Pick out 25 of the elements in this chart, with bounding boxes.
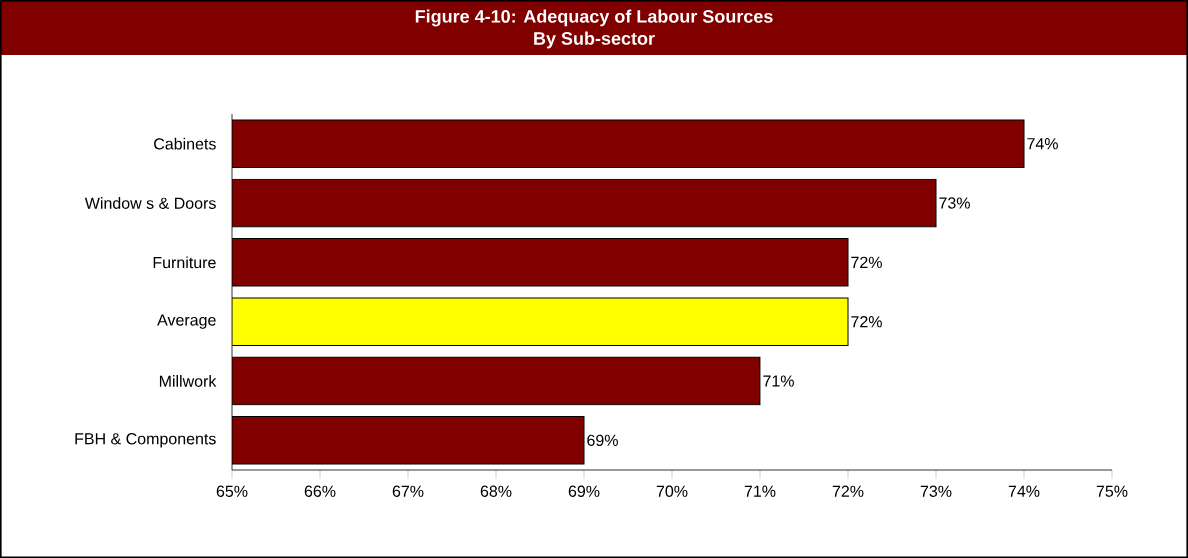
chart-title: Figure 4-10: Adequacy of Labour Sources <box>415 9 773 27</box>
x-tick-label: 70% <box>656 485 688 497</box>
x-tick-label: 71% <box>744 485 776 497</box>
data-label: 74% <box>1027 138 1058 150</box>
chart-subtitle: By Sub-sector <box>534 31 655 49</box>
y-tick-label: FBH & Components <box>75 433 216 448</box>
x-tick-label: 75% <box>1096 485 1128 497</box>
y-tick-label: Average <box>157 314 216 329</box>
x-tick-label: 68% <box>480 485 512 497</box>
data-label: 73% <box>939 197 970 209</box>
x-tick-label: 66% <box>304 485 336 497</box>
data-label: 69% <box>587 434 618 446</box>
x-tick-label: 73% <box>920 485 952 497</box>
y-tick-label: Millwork <box>159 375 217 387</box>
y-tick-label: Window s & Doors <box>84 197 216 209</box>
data-label: 72% <box>851 256 882 268</box>
data-label: 72% <box>851 316 882 328</box>
x-tick-label: 74% <box>1008 485 1040 497</box>
x-tick-label: 72% <box>832 485 864 497</box>
y-tick-label: Cabinets <box>154 137 216 150</box>
data-label: 71% <box>763 375 794 387</box>
x-tick-label: 65% <box>216 485 248 497</box>
y-tick-label: Furniture <box>153 256 216 269</box>
x-tick-label: 69% <box>568 485 600 497</box>
x-tick-label: 67% <box>392 485 424 497</box>
